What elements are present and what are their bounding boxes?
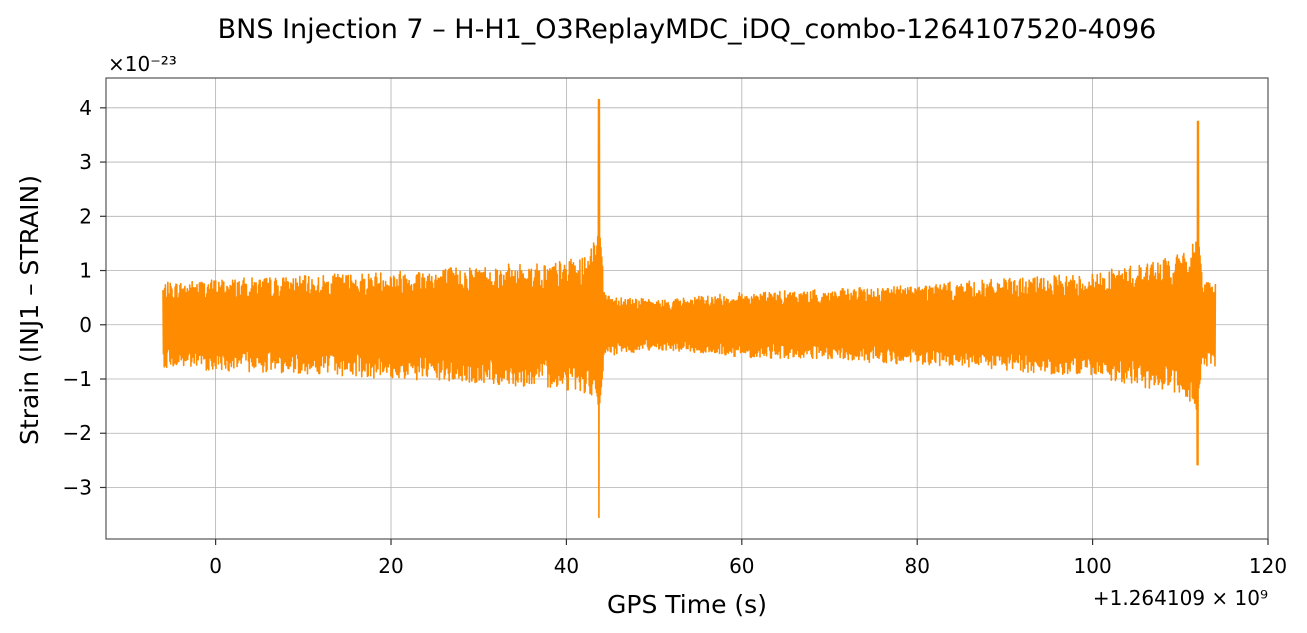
x-tick-label: 80 [904, 554, 929, 578]
y-tick-label: 1 [79, 259, 92, 283]
x-tick-label: 100 [1074, 554, 1112, 578]
y-tick-label: 4 [79, 96, 92, 120]
y-tick-label: −1 [63, 367, 92, 391]
x-tick-label: 20 [378, 554, 403, 578]
y-tick-label: 0 [79, 313, 92, 337]
x-tick-label: 60 [729, 554, 754, 578]
x-axis-ticks: 0 20 40 60 80 100 120 [209, 539, 1287, 578]
y-tick-label: 3 [79, 150, 92, 174]
x-axis-label: GPS Time (s) [607, 590, 767, 619]
x-tick-label: 120 [1249, 554, 1287, 578]
y-tick-label: −2 [63, 421, 92, 445]
x-tick-label: 40 [554, 554, 579, 578]
y-axis-label: Strain (INJ1 – STRAIN) [15, 175, 44, 445]
y-tick-label: 2 [79, 204, 92, 228]
x-offset-label: +1.264109 × 10⁹ [1093, 586, 1268, 610]
chart-title: BNS Injection 7 – H-H1_O3ReplayMDC_iDQ_c… [218, 14, 1157, 45]
y-axis-ticks: −3 −2 −1 0 1 2 3 4 [63, 96, 106, 500]
y-scale-label: ×10⁻²³ [108, 52, 177, 76]
x-tick-label: 0 [209, 554, 222, 578]
y-tick-label: −3 [63, 475, 92, 499]
